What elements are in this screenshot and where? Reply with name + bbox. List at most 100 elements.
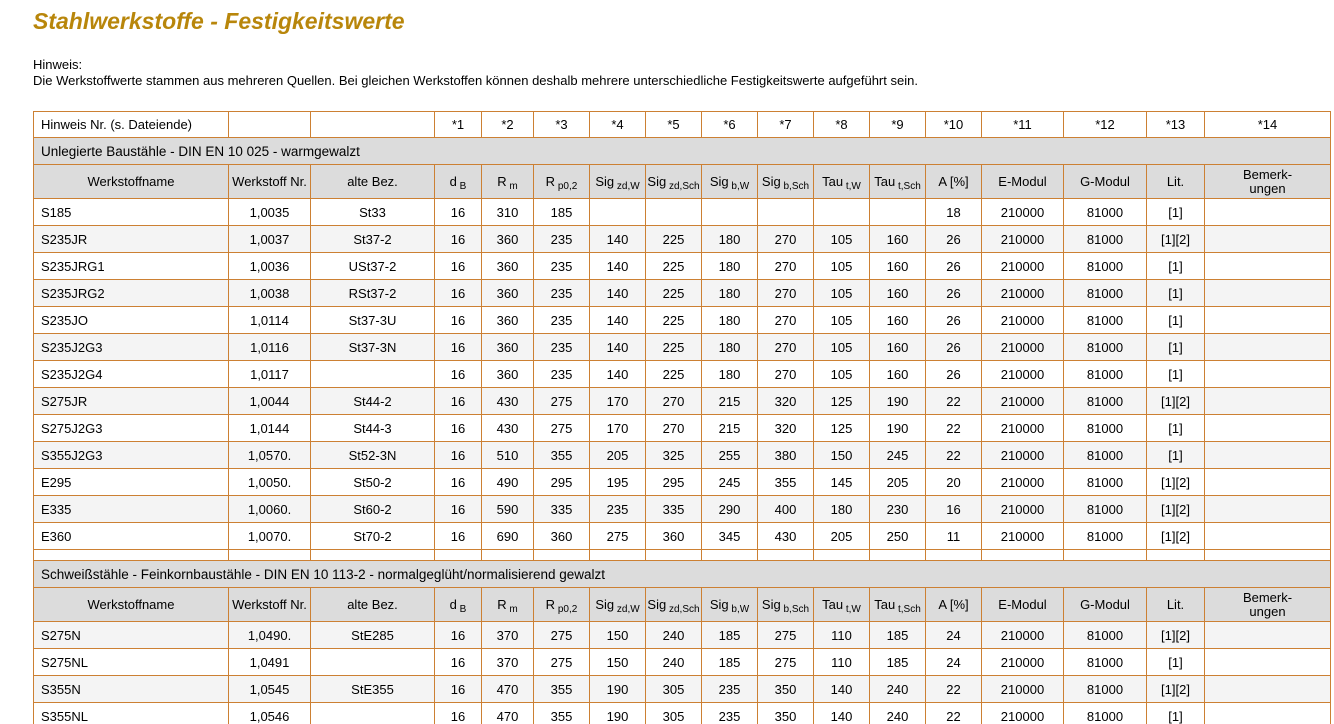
table-cell: 125 (813, 387, 870, 415)
table-cell: 210000 (981, 333, 1064, 361)
table-cell: 400 (757, 495, 814, 523)
table-cell: 16 (434, 333, 482, 361)
table-cell: [1] (1146, 306, 1205, 334)
table-cell (1204, 225, 1331, 253)
table-cell: 16 (434, 495, 482, 523)
table-cell: 140 (589, 306, 646, 334)
table-cell: St50-2 (310, 468, 435, 496)
table-cell: 355 (533, 702, 590, 724)
table-cell: 210000 (981, 360, 1064, 388)
table-row: S185 1,0035 St33 16 310 185 18 210000 81000 [1] (33, 198, 1331, 226)
hinweis-block: Hinweis: Die Werkstoffwerte stammen aus … (33, 57, 1330, 89)
hint-ref-cell: *2 (481, 111, 534, 138)
table-cell: 240 (645, 648, 702, 676)
table-cell: 24 (925, 648, 982, 676)
table-cell: 81000 (1063, 648, 1147, 676)
table-cell: StE285 (310, 621, 435, 649)
spacer-cell (981, 549, 1064, 561)
column-header: Tau t,W (813, 587, 870, 622)
hint-ref-cell: *11 (981, 111, 1064, 138)
table-row: S355J2G3 1,0570. St52-3N 16 510 355 205 325 255 3… (33, 441, 1331, 469)
table-cell: [1][2] (1146, 522, 1205, 550)
hint-ref-cell: *1 (434, 111, 482, 138)
table-cell: 210000 (981, 441, 1064, 469)
werkstoffname-cell: S235J2G4 (33, 360, 229, 388)
table-cell: 105 (813, 333, 870, 361)
table-cell (757, 198, 814, 226)
table-cell: 360 (481, 360, 534, 388)
table-row: E295 1,0050. St50-2 16 490 295 195 295 245 355 145… (33, 468, 1331, 496)
table-cell: 210000 (981, 306, 1064, 334)
table-row: S275JR 1,0044 St44-2 16 430 275 170 270 215 320 12… (33, 387, 1331, 415)
hint-ref-cell: *4 (589, 111, 646, 138)
table-cell: 430 (481, 414, 534, 442)
column-header: R m (481, 587, 534, 622)
table-row: S235J2G3 1,0116 St37-3N 16 360 235 140 225 180 27… (33, 333, 1331, 361)
werkstoffname-cell: S235JR (33, 225, 229, 253)
table-cell (1204, 522, 1331, 550)
column-header-subscript: t,W (843, 603, 861, 615)
table-cell: 275 (589, 522, 646, 550)
table-cell: [1] (1146, 333, 1205, 361)
table-cell: 205 (869, 468, 926, 496)
table-cell: 180 (701, 333, 758, 361)
table-row: S275NL 1,0491 16 370 275 150 240 185 275 110 185 24… (33, 648, 1331, 676)
hint-ref-cell: *3 (533, 111, 590, 138)
table-cell: St44-2 (310, 387, 435, 415)
table-cell (645, 198, 702, 226)
table-cell: 270 (757, 279, 814, 307)
table-cell: 360 (481, 279, 534, 307)
spacer-cell (925, 549, 982, 561)
table-cell: 370 (481, 621, 534, 649)
hint-empty-cell (310, 111, 435, 138)
hinweis-text: Die Werkstoffwerte stammen aus mehreren … (33, 73, 918, 88)
table-cell: 81000 (1063, 333, 1147, 361)
table-cell: 350 (757, 675, 814, 703)
table-cell: 160 (869, 225, 926, 253)
werkstoffname-cell: S355N (33, 675, 229, 703)
table-cell: 355 (533, 441, 590, 469)
table-cell: 22 (925, 702, 982, 724)
hint-ref-cell: *8 (813, 111, 870, 138)
table-cell: 360 (645, 522, 702, 550)
table-cell: 1,0036 (228, 252, 311, 280)
table-cell: 180 (701, 306, 758, 334)
table-cell: StE355 (310, 675, 435, 703)
section-header-row: Unlegierte Baustähle - DIN EN 10 025 - w… (33, 137, 1331, 165)
table-row: S235JRG1 1,0036 USt37-2 16 360 235 140 225 180 27… (33, 252, 1331, 280)
table-cell: 81000 (1063, 441, 1147, 469)
section-title: Schweißstähle - Feinkornbaustähle - DIN … (33, 560, 1331, 588)
table-cell: 1,0070. (228, 522, 311, 550)
table-cell: 345 (701, 522, 758, 550)
table-cell: 105 (813, 225, 870, 253)
table-cell: 16 (434, 702, 482, 724)
table-cell: 215 (701, 414, 758, 442)
column-header-subscript: b,W (728, 603, 750, 615)
table-cell: 490 (481, 468, 534, 496)
table-row: S235JR 1,0037 St37-2 16 360 235 140 225 180 270 10… (33, 225, 1331, 253)
table-cell: 81000 (1063, 495, 1147, 523)
table-cell: 210000 (981, 414, 1064, 442)
table-cell: St70-2 (310, 522, 435, 550)
table-cell: 590 (481, 495, 534, 523)
table-cell: St37-2 (310, 225, 435, 253)
column-header: d B (434, 587, 482, 622)
spacer-cell (757, 549, 814, 561)
table-cell: 1,0144 (228, 414, 311, 442)
table-cell: 150 (813, 441, 870, 469)
spacer-cell (1063, 549, 1147, 561)
table-cell: 1,0570. (228, 441, 311, 469)
table-cell (1204, 279, 1331, 307)
table-cell: 225 (645, 360, 702, 388)
table-cell: [1][2] (1146, 225, 1205, 253)
table-cell: 270 (757, 333, 814, 361)
table-cell: 470 (481, 675, 534, 703)
table-cell: 160 (869, 306, 926, 334)
column-header: Bemerk-ungen (1204, 587, 1331, 622)
table-cell: 360 (481, 252, 534, 280)
column-header: alte Bez. (310, 164, 435, 199)
column-header-subscript: m (506, 180, 518, 192)
column-header-subscript: zd,Sch (666, 603, 700, 615)
table-cell (1204, 648, 1331, 676)
column-header: Werkstoff Nr. (228, 587, 311, 622)
